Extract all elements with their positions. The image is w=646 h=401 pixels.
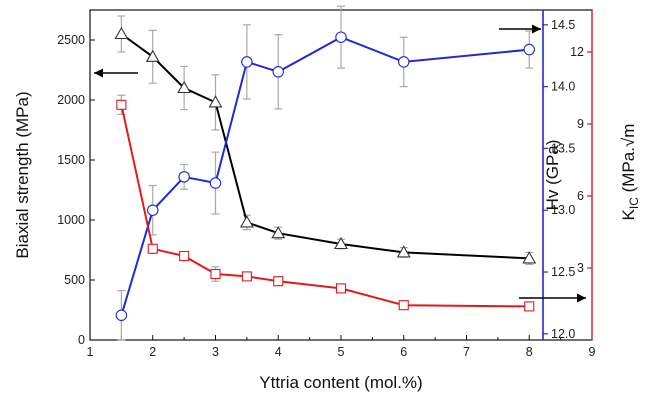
kic-tick-label: 12: [570, 45, 584, 59]
toughness-point: [179, 250, 190, 262]
toughness-point: [524, 301, 535, 312]
strength-axis-arrow-head: [94, 68, 103, 78]
kic-axis-title-rest: (MPa.√m: [619, 124, 638, 198]
strength-point: [271, 226, 286, 239]
x-tick-label: 6: [400, 345, 407, 359]
toughness-point: [398, 300, 409, 311]
axis-labels: Yttria content (mol.%) Biaxial strength …: [13, 91, 641, 392]
x-axis-title: Yttria content (mol.%): [259, 373, 422, 392]
kic-axis-title-main: K: [619, 208, 638, 220]
hv-tick-label: 13.0: [551, 203, 575, 217]
strength-point: [396, 245, 411, 258]
hardness-axis-arrow-head: [532, 24, 541, 34]
toughness-point: [116, 99, 127, 110]
x-tick-label: 1: [87, 345, 94, 359]
left-y-tick-label: 0: [78, 333, 85, 347]
kic-axis-title-sub: IC: [627, 197, 641, 209]
toughness-point: [335, 283, 347, 294]
hardness-point: [272, 66, 284, 78]
left-y-tick-label: 1500: [57, 153, 85, 167]
strength-point: [177, 80, 192, 94]
left-y-tick-label: 500: [64, 273, 85, 287]
toughness-point: [273, 276, 284, 287]
hardness-point: [178, 171, 190, 183]
x-tick-label: 5: [338, 345, 345, 359]
strength-line: [120, 33, 530, 260]
strength-point: [208, 95, 223, 108]
hardness-point: [209, 177, 222, 189]
axes-ticks: 1 2 3 4 5 6 7 8 90500100015002000250012.012.513.…: [57, 10, 596, 359]
left-y-tick-label: 2500: [57, 33, 85, 47]
toughness-line: [120, 104, 530, 308]
left-y-tick-label: 2000: [57, 93, 85, 107]
hardness-point: [241, 56, 253, 68]
hardness-point: [115, 309, 128, 322]
kic-tick-label: 9: [577, 117, 584, 131]
hv-tick-label: 12.0: [551, 327, 575, 341]
hv-tick-label: 14.0: [551, 80, 575, 94]
x-tick-label: 2: [149, 345, 156, 359]
hardness-point: [335, 31, 347, 43]
toughness-point: [147, 243, 158, 254]
axis-arrows: [94, 24, 586, 303]
hv-tick-label: 14.5: [551, 18, 575, 32]
strength-point: [145, 49, 160, 62]
x-tick-label: 9: [589, 345, 596, 359]
toughness-point: [241, 271, 252, 282]
x-tick-label: 7: [463, 345, 470, 359]
hardness-point: [147, 204, 159, 216]
strength-point: [334, 236, 348, 250]
series-markers: [114, 26, 537, 322]
left-y-tick-label: 1000: [57, 213, 85, 227]
hv-tick-label: 12.5: [551, 265, 575, 279]
kic-tick-label: 3: [577, 261, 584, 275]
hardness-point: [397, 56, 410, 68]
x-tick-label: 3: [212, 345, 219, 359]
toughness-point: [210, 268, 221, 280]
kic-axis-title: KIC (MPa.√m: [619, 124, 641, 221]
strength-point: [239, 215, 254, 228]
hardness-point: [523, 43, 535, 56]
x-tick-label: 8: [526, 345, 533, 359]
hv-tick-label: 13.5: [551, 141, 575, 155]
x-tick-label: 4: [275, 345, 282, 359]
kic-tick-label: 6: [577, 189, 584, 203]
strength-point: [114, 26, 129, 40]
toughness-axis-arrow-head: [577, 293, 586, 303]
left-axis-title: Biaxial strength (MPa): [13, 91, 32, 258]
strength-point: [522, 251, 537, 264]
hv-axis-title: Hv (GPa): [543, 140, 562, 211]
